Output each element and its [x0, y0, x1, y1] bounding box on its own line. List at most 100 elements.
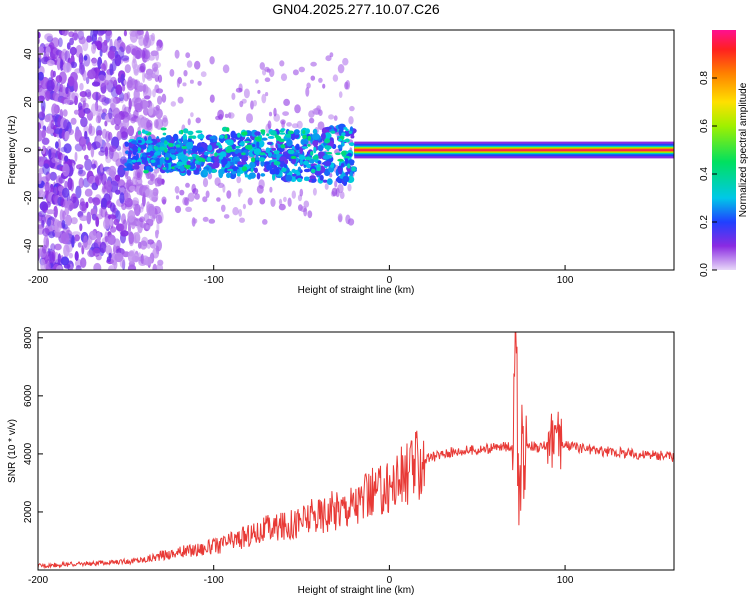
- spectrogram-cell: [185, 52, 191, 59]
- spectrogram-cell: [218, 170, 224, 179]
- spectrogram-cell: [202, 216, 209, 222]
- spectrogram-cell: [227, 168, 234, 172]
- spectrogram-cell: [95, 115, 102, 124]
- spectrogram-cell: [150, 50, 159, 57]
- spectrogram-cell: [241, 131, 248, 136]
- spectrogram-cell: [309, 175, 316, 179]
- snr-ytick-label: 2000: [23, 500, 34, 523]
- spectrogram-cell: [62, 85, 66, 94]
- spectrogram-cell: [324, 183, 329, 190]
- spectrogram-cell: [345, 80, 351, 90]
- spectrogram-cell: [42, 244, 47, 254]
- spectrogram-cell: [191, 145, 199, 153]
- spectrogram-cell: [188, 135, 195, 139]
- spectrogram-cell: [218, 145, 223, 149]
- colorbar-tick-label: 0.6: [699, 119, 710, 133]
- spectrogram-cell: [177, 154, 183, 160]
- spectrogram-cell: [160, 127, 167, 131]
- spectrogram-cell: [161, 117, 169, 127]
- spectrogram-cell: [283, 196, 287, 202]
- spectrogram-cell: [92, 197, 101, 206]
- spectrogram-cell: [318, 109, 323, 116]
- spectrogram-cell: [208, 218, 216, 224]
- spectrogram-cell: [279, 156, 287, 162]
- spectrogram-cell: [209, 136, 216, 140]
- spectrogram-cell: [175, 144, 181, 148]
- spectrogram-cell: [237, 152, 243, 157]
- spectrogram-cell: [91, 213, 97, 221]
- spectrogram-cell: [342, 57, 349, 66]
- snr-xtick-label: 0: [387, 575, 393, 586]
- snr-xtick-label: 100: [557, 575, 574, 586]
- spectrogram-cell: [51, 157, 59, 164]
- spectrogram-xtick-label: 0: [387, 275, 393, 286]
- spectrogram-cell: [75, 45, 83, 58]
- spectrogram-cell: [343, 126, 348, 130]
- spectrogram-cell: [149, 173, 156, 182]
- spectrogram-cell: [155, 263, 164, 270]
- snr-ytick-label: 6000: [23, 384, 34, 407]
- spectrogram-cell: [185, 141, 194, 150]
- spectrogram-cell: [262, 219, 268, 225]
- spectrogram-cell: [252, 100, 257, 107]
- spectrogram-cell: [91, 81, 101, 87]
- spectrogram-cell: [206, 156, 212, 162]
- spectrogram-cell: [130, 117, 136, 124]
- spectrogram-cell: [102, 184, 107, 193]
- snr-xtick-label: -100: [204, 575, 224, 586]
- spectrogram-cell: [285, 174, 293, 182]
- spectrogram-cell: [287, 197, 292, 207]
- spectrogram-cell: [155, 104, 160, 111]
- spectrogram-cell: [211, 169, 217, 173]
- spectrogram-cell: [325, 55, 332, 62]
- spectrogram-cell: [98, 150, 106, 156]
- spectrogram-cell: [48, 231, 56, 239]
- spectrogram-cell: [82, 38, 89, 52]
- spectrogram-cell: [310, 61, 317, 67]
- spectrogram-cell: [64, 131, 69, 141]
- spectrogram-cell: [59, 209, 64, 223]
- spectrogram-cell: [69, 46, 77, 56]
- snr-xtick-label: -200: [28, 575, 48, 586]
- spectrogram-cell: [44, 90, 51, 102]
- spectrogram-cell: [338, 167, 343, 175]
- spectrogram-cell: [190, 112, 194, 118]
- spectrogram-cell: [121, 202, 127, 211]
- spectrogram-cell: [244, 173, 248, 178]
- spectrogram-cell: [136, 30, 144, 36]
- spectrogram-cell: [69, 61, 78, 69]
- spectrogram-cell: [84, 89, 92, 98]
- spectrogram-cell: [244, 140, 250, 144]
- spectrogram-cell: [174, 205, 182, 214]
- spectrogram-cell: [50, 243, 56, 252]
- spectrogram-cell: [92, 30, 98, 37]
- spectrogram-cell: [158, 174, 162, 180]
- spectrogram-cell: [183, 128, 189, 134]
- spectrogram-cell: [129, 185, 136, 192]
- spectrogram-cell: [242, 203, 246, 210]
- spectrogram-cell: [143, 213, 150, 223]
- spectrogram-cell: [169, 69, 175, 77]
- spectrogram-cell: [303, 200, 310, 208]
- spectrogram-band: [354, 149, 674, 151]
- spectrogram-cell: [171, 155, 177, 160]
- spectrogram-cell: [150, 241, 157, 249]
- spectrogram-cell: [261, 93, 267, 104]
- spectrogram-cell: [250, 168, 254, 173]
- spectrogram-cell: [317, 144, 324, 152]
- spectrogram-cell: [155, 118, 164, 130]
- spectrogram-cell: [323, 160, 332, 167]
- spectrogram-cell: [156, 45, 161, 52]
- spectrogram-cell: [38, 71, 44, 81]
- spectrogram-cell: [176, 78, 180, 88]
- spectrogram-cell: [256, 141, 260, 149]
- spectrogram-cell: [63, 143, 72, 154]
- spectrogram-cell: [84, 154, 89, 160]
- spectrogram-cell: [145, 166, 150, 170]
- spectrogram-cell: [133, 63, 139, 74]
- spectrogram-cell: [138, 119, 148, 129]
- spectrogram-cell: [274, 168, 280, 175]
- spectrogram-cell: [137, 147, 142, 151]
- spectrogram-cell: [312, 187, 317, 196]
- spectrogram-cell: [287, 149, 295, 155]
